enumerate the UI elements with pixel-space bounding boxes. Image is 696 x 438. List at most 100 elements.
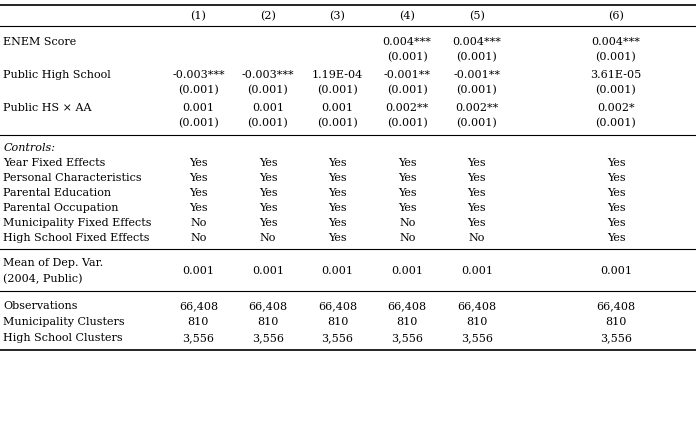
- Text: (0.001): (0.001): [178, 85, 219, 95]
- Text: (0.001): (0.001): [457, 52, 497, 62]
- Text: Yes: Yes: [607, 233, 625, 243]
- Text: 66,408: 66,408: [179, 301, 218, 311]
- Text: 0.004***: 0.004***: [592, 37, 640, 47]
- Text: 810: 810: [258, 317, 278, 327]
- Text: 0.002**: 0.002**: [386, 103, 429, 113]
- Text: Yes: Yes: [189, 188, 207, 198]
- Text: No: No: [468, 233, 485, 243]
- Text: (0.001): (0.001): [317, 118, 358, 128]
- Text: Municipality Fixed Effects: Municipality Fixed Effects: [3, 218, 152, 228]
- Text: Yes: Yes: [329, 173, 347, 183]
- Text: Yes: Yes: [329, 233, 347, 243]
- Text: 0.001: 0.001: [182, 266, 214, 276]
- Text: 66,408: 66,408: [318, 301, 357, 311]
- Text: -0.003***: -0.003***: [172, 70, 225, 80]
- Text: (0.001): (0.001): [248, 118, 288, 128]
- Text: Yes: Yes: [607, 188, 625, 198]
- Text: Controls:: Controls:: [3, 143, 56, 153]
- Text: 66,408: 66,408: [388, 301, 427, 311]
- Text: (1): (1): [191, 11, 206, 21]
- Text: Yes: Yes: [398, 173, 416, 183]
- Text: 0.001: 0.001: [600, 266, 632, 276]
- Text: Yes: Yes: [468, 158, 486, 168]
- Text: 0.004***: 0.004***: [383, 37, 432, 47]
- Text: Public HS × AA: Public HS × AA: [3, 103, 92, 113]
- Text: (0.001): (0.001): [387, 85, 427, 95]
- Text: Yes: Yes: [398, 203, 416, 213]
- Text: Parental Education: Parental Education: [3, 188, 111, 198]
- Text: 0.001: 0.001: [322, 266, 354, 276]
- Text: -0.003***: -0.003***: [242, 70, 294, 80]
- Text: (4): (4): [400, 11, 415, 21]
- Text: Yes: Yes: [398, 158, 416, 168]
- Text: ENEM Score: ENEM Score: [3, 37, 77, 47]
- Text: -0.001**: -0.001**: [383, 70, 431, 80]
- Text: 3,556: 3,556: [461, 333, 493, 343]
- Text: Personal Characteristics: Personal Characteristics: [3, 173, 142, 183]
- Text: 810: 810: [606, 317, 626, 327]
- Text: (0.001): (0.001): [457, 85, 497, 95]
- Text: Observations: Observations: [3, 301, 78, 311]
- Text: Parental Occupation: Parental Occupation: [3, 203, 119, 213]
- Text: (0.001): (0.001): [248, 85, 288, 95]
- Text: 3,556: 3,556: [391, 333, 423, 343]
- Text: No: No: [190, 218, 207, 228]
- Text: High School Fixed Effects: High School Fixed Effects: [3, 233, 150, 243]
- Text: Yes: Yes: [259, 158, 277, 168]
- Text: No: No: [399, 233, 416, 243]
- Text: Yes: Yes: [398, 188, 416, 198]
- Text: 810: 810: [188, 317, 209, 327]
- Text: 810: 810: [466, 317, 487, 327]
- Text: Yes: Yes: [468, 203, 486, 213]
- Text: No: No: [399, 218, 416, 228]
- Text: Mean of Dep. Var.: Mean of Dep. Var.: [3, 258, 104, 268]
- Text: Yes: Yes: [468, 173, 486, 183]
- Text: Yes: Yes: [468, 188, 486, 198]
- Text: Yes: Yes: [259, 188, 277, 198]
- Text: 3,556: 3,556: [252, 333, 284, 343]
- Text: 0.001: 0.001: [322, 103, 354, 113]
- Text: 0.002*: 0.002*: [597, 103, 635, 113]
- Text: (6): (6): [608, 11, 624, 21]
- Text: Yes: Yes: [607, 158, 625, 168]
- Text: Yes: Yes: [189, 203, 207, 213]
- Text: (0.001): (0.001): [317, 85, 358, 95]
- Text: (3): (3): [330, 11, 345, 21]
- Text: Yes: Yes: [607, 218, 625, 228]
- Text: 0.001: 0.001: [182, 103, 214, 113]
- Text: (0.001): (0.001): [596, 118, 636, 128]
- Text: Year Fixed Effects: Year Fixed Effects: [3, 158, 106, 168]
- Text: Yes: Yes: [189, 158, 207, 168]
- Text: (0.001): (0.001): [596, 52, 636, 62]
- Text: 0.001: 0.001: [391, 266, 423, 276]
- Text: Yes: Yes: [259, 203, 277, 213]
- Text: (0.001): (0.001): [387, 118, 427, 128]
- Text: Municipality Clusters: Municipality Clusters: [3, 317, 125, 327]
- Text: Yes: Yes: [607, 173, 625, 183]
- Text: (0.001): (0.001): [387, 52, 427, 62]
- Text: (5): (5): [469, 11, 484, 21]
- Text: Yes: Yes: [329, 158, 347, 168]
- Text: 66,408: 66,408: [248, 301, 287, 311]
- Text: Yes: Yes: [468, 218, 486, 228]
- Text: 3,556: 3,556: [600, 333, 632, 343]
- Text: 3.61E-05: 3.61E-05: [590, 70, 642, 80]
- Text: Yes: Yes: [329, 203, 347, 213]
- Text: Yes: Yes: [189, 173, 207, 183]
- Text: High School Clusters: High School Clusters: [3, 333, 123, 343]
- Text: 3,556: 3,556: [182, 333, 214, 343]
- Text: 66,408: 66,408: [457, 301, 496, 311]
- Text: Yes: Yes: [607, 203, 625, 213]
- Text: (2): (2): [260, 11, 276, 21]
- Text: 0.002**: 0.002**: [455, 103, 498, 113]
- Text: No: No: [260, 233, 276, 243]
- Text: (0.001): (0.001): [457, 118, 497, 128]
- Text: 0.004***: 0.004***: [452, 37, 501, 47]
- Text: 66,408: 66,408: [596, 301, 635, 311]
- Text: 0.001: 0.001: [461, 266, 493, 276]
- Text: 0.001: 0.001: [252, 266, 284, 276]
- Text: 0.001: 0.001: [252, 103, 284, 113]
- Text: Yes: Yes: [259, 218, 277, 228]
- Text: No: No: [190, 233, 207, 243]
- Text: Public High School: Public High School: [3, 70, 111, 80]
